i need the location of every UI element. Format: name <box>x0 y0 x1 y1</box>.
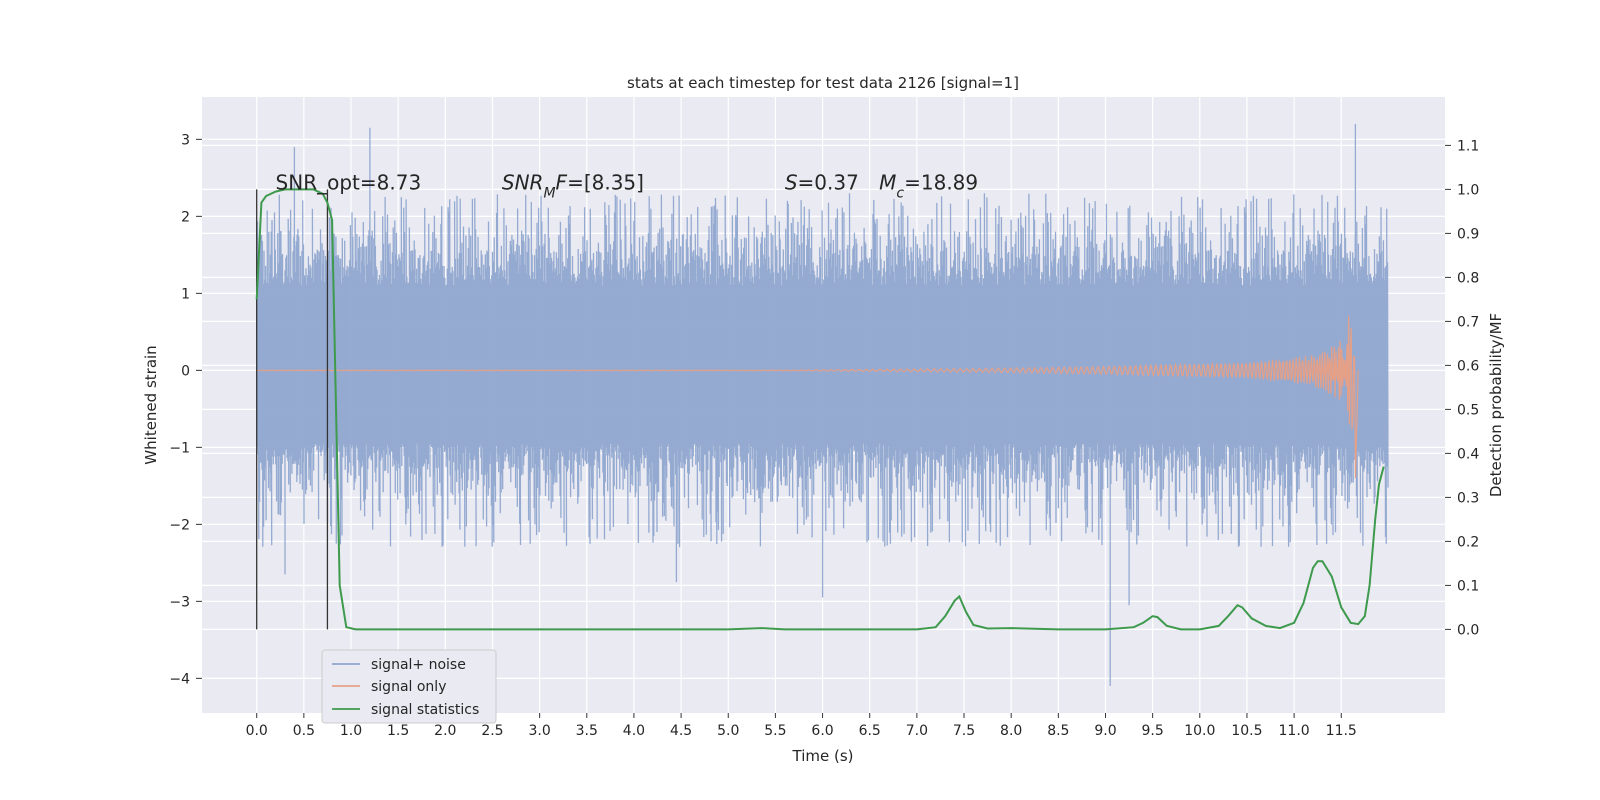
x-tick-label-2: 1.0 <box>340 723 362 739</box>
x-tick-label-3: 1.5 <box>387 723 409 739</box>
x-tick-label-5: 2.5 <box>481 723 503 739</box>
x-tick-label-6: 3.0 <box>528 723 550 739</box>
annotation-snr_mf: SNRMF=[8.35] <box>502 170 644 201</box>
legend-label-signal-only: signal only <box>371 679 446 695</box>
chart-title: stats at each timestep for test data 212… <box>627 74 1019 92</box>
x-axis-label: Time (s) <box>792 747 854 765</box>
y2-tick-label-3: 0.8 <box>1457 270 1479 286</box>
x-tick-label-0: 0.0 <box>246 723 268 739</box>
annotation-s_val: S=0.37 <box>785 170 859 194</box>
x-tick-label-10: 5.0 <box>717 723 739 739</box>
x-tick-label-15: 7.5 <box>953 723 975 739</box>
y-tick-label-5: −2 <box>169 517 190 533</box>
x-tick-label-7: 3.5 <box>576 723 598 739</box>
y2-tick-label-9: 0.2 <box>1457 534 1479 550</box>
y-tick-label-7: −4 <box>169 671 190 687</box>
y-tick-label-1: 2 <box>181 209 190 225</box>
x-tick-label-17: 8.5 <box>1047 723 1069 739</box>
y-axis-label: Whitened strain <box>142 345 160 464</box>
x-tick-label-19: 9.5 <box>1142 723 1164 739</box>
y-tick-label-0: 3 <box>181 132 190 148</box>
x-tick-label-1: 0.5 <box>293 723 315 739</box>
annotation-mc_val: Mc=18.89 <box>879 170 978 201</box>
x-tick-label-16: 8.0 <box>1000 723 1022 739</box>
x-tick-label-4: 2.0 <box>434 723 456 739</box>
y-tick-label-3: 0 <box>181 363 190 379</box>
y2-tick-label-7: 0.4 <box>1457 446 1479 462</box>
y2-tick-label-2: 0.9 <box>1457 226 1479 242</box>
y2-axis-label: Detection probability/MF <box>1487 313 1505 497</box>
y2-tick-label-4: 0.7 <box>1457 314 1479 330</box>
x-tick-label-12: 6.0 <box>811 723 833 739</box>
y2-tick-label-5: 0.6 <box>1457 358 1479 374</box>
legend-label-signal-noise: signal+ noise <box>371 657 466 673</box>
y-tick-label-2: 1 <box>181 286 190 302</box>
annotation-snr_opt: SNR_opt=8.73 <box>276 170 422 194</box>
series-signal-only <box>256 315 1359 479</box>
legend-box <box>321 649 497 724</box>
x-tick-label-18: 9.0 <box>1094 723 1116 739</box>
y2-tick-label-0: 1.1 <box>1457 138 1479 154</box>
x-tick-label-11: 5.5 <box>764 723 786 739</box>
x-tick-label-9: 4.5 <box>670 723 692 739</box>
x-tick-label-20: 10.0 <box>1184 723 1215 739</box>
y2-tick-label-8: 0.3 <box>1457 490 1479 506</box>
annotations: SNR_opt=8.73 SNRMF=[8.35] S=0.37 Mc=18.89 <box>276 170 979 201</box>
x-tick-label-13: 6.5 <box>859 723 881 739</box>
x-tick-label-8: 4.0 <box>623 723 645 739</box>
y2-tick-label-10: 0.1 <box>1457 578 1479 594</box>
y-tick-label-4: −1 <box>169 440 190 456</box>
legend: signal+ noise signal only signal statist… <box>321 649 497 724</box>
y2-tick-label-6: 0.5 <box>1457 402 1479 418</box>
x-tick-label-22: 11.0 <box>1279 723 1310 739</box>
y2-tick-label-11: 0.0 <box>1457 622 1479 638</box>
series-signal-statistics <box>255 188 1385 631</box>
x-tick-label-21: 10.5 <box>1231 723 1262 739</box>
x-tick-label-14: 7.0 <box>906 723 928 739</box>
x-tick-label-23: 11.5 <box>1326 723 1357 739</box>
legend-label-signal-statistics: signal statistics <box>371 702 479 718</box>
y2-tick-label-1: 1.0 <box>1457 182 1479 198</box>
y-tick-label-6: −3 <box>169 594 190 610</box>
series-layer <box>255 123 1389 686</box>
axes-layer: 0.0 0.5 1.0 1.5 2.0 2.5 3.0 3.5 4.0 4.5 5.0 5.5 6.0 6… <box>169 132 1479 739</box>
